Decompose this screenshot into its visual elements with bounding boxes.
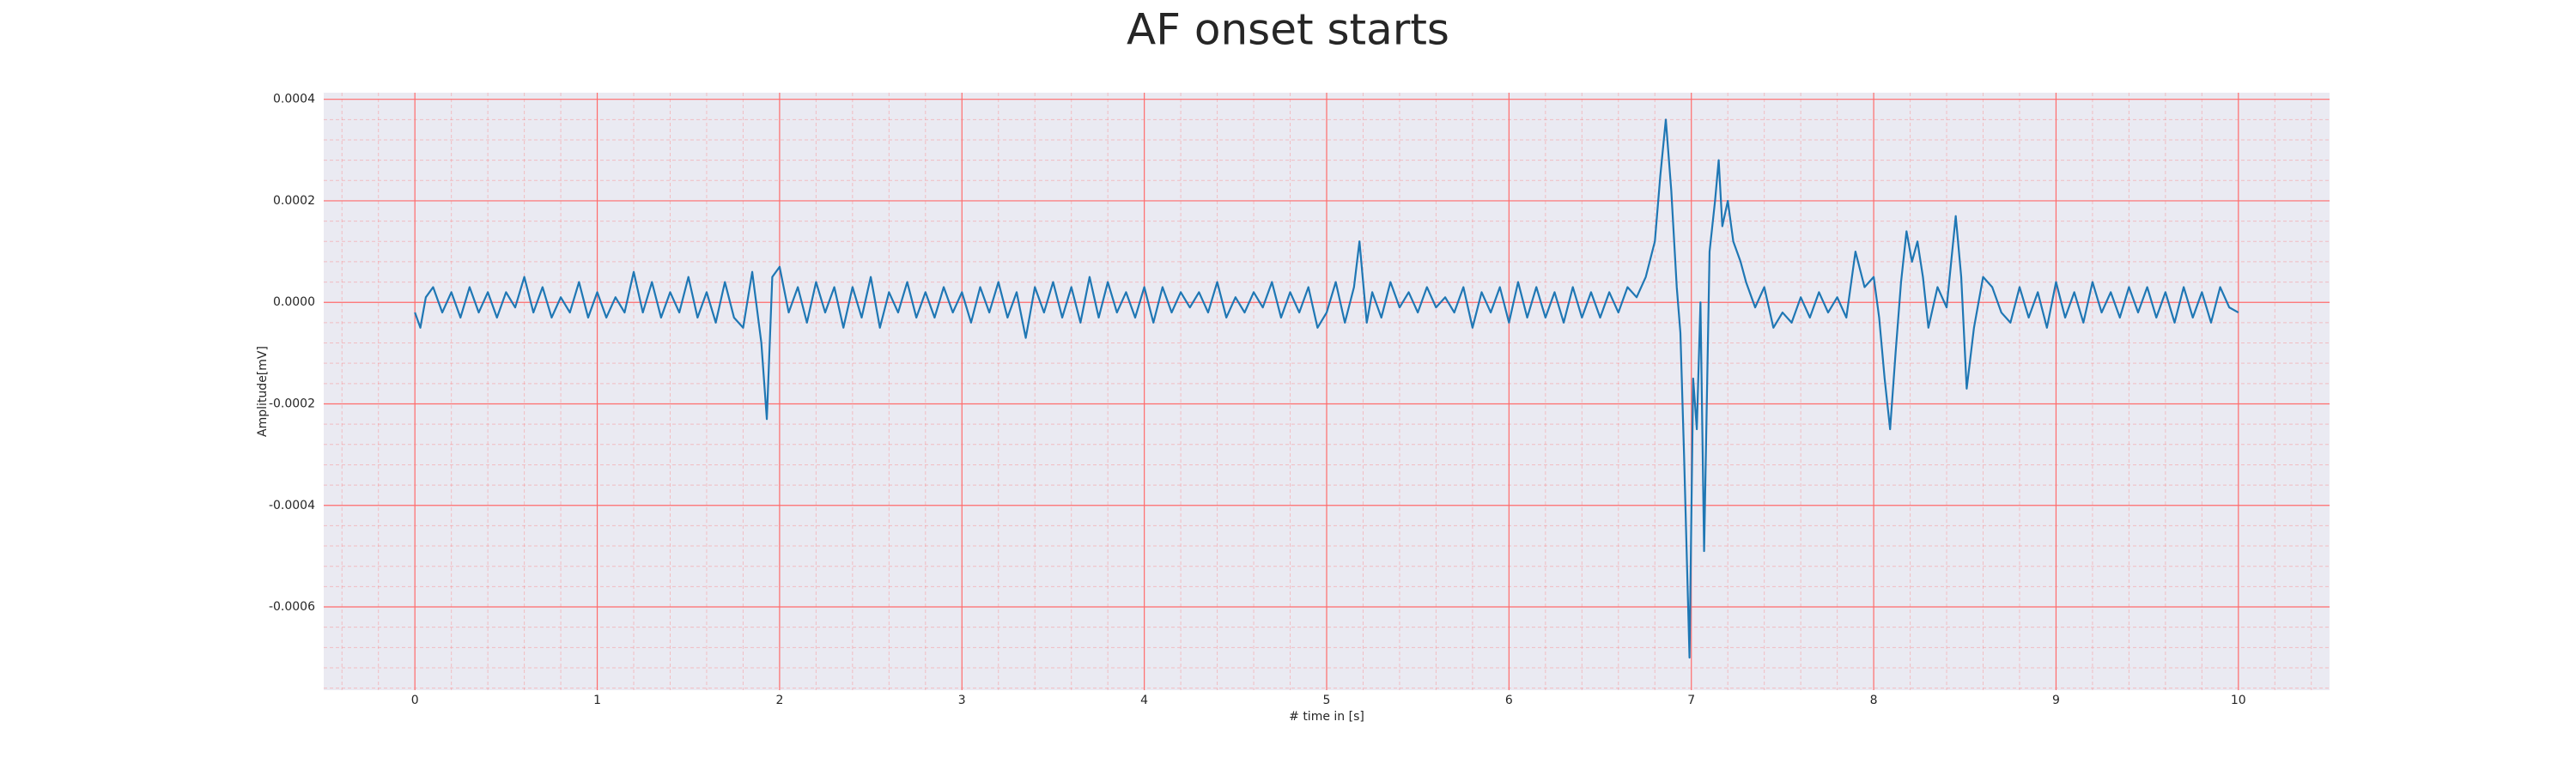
x-tick-label: 3: [958, 694, 966, 707]
y-axis-label: Amplitude[mV]: [256, 346, 270, 437]
x-tick-label: 9: [2052, 694, 2060, 707]
y-tick-label: -0.0004: [269, 499, 315, 512]
x-tick-label: 6: [1505, 694, 1513, 707]
y-tick-label: -0.0006: [269, 600, 315, 614]
y-tick-label: 0.0000: [273, 295, 315, 309]
x-tick-label: 5: [1323, 694, 1331, 707]
x-tick-label: 10: [2231, 694, 2246, 707]
x-tick-label: 8: [1870, 694, 1878, 707]
x-tick-label: 4: [1140, 694, 1148, 707]
x-tick-label: 2: [775, 694, 783, 707]
chart-title: AF onset starts: [1127, 5, 1449, 55]
x-tick-label: 1: [593, 694, 601, 707]
y-tick-label: 0.0004: [273, 93, 315, 106]
y-tick-label: -0.0002: [269, 397, 315, 410]
x-tick-label: 7: [1687, 694, 1695, 707]
y-tick-label: 0.0002: [273, 194, 315, 208]
x-tick-label: 0: [411, 694, 419, 707]
line: [414, 118, 2239, 659]
x-axis-label: # time in [s]: [1289, 710, 1364, 724]
